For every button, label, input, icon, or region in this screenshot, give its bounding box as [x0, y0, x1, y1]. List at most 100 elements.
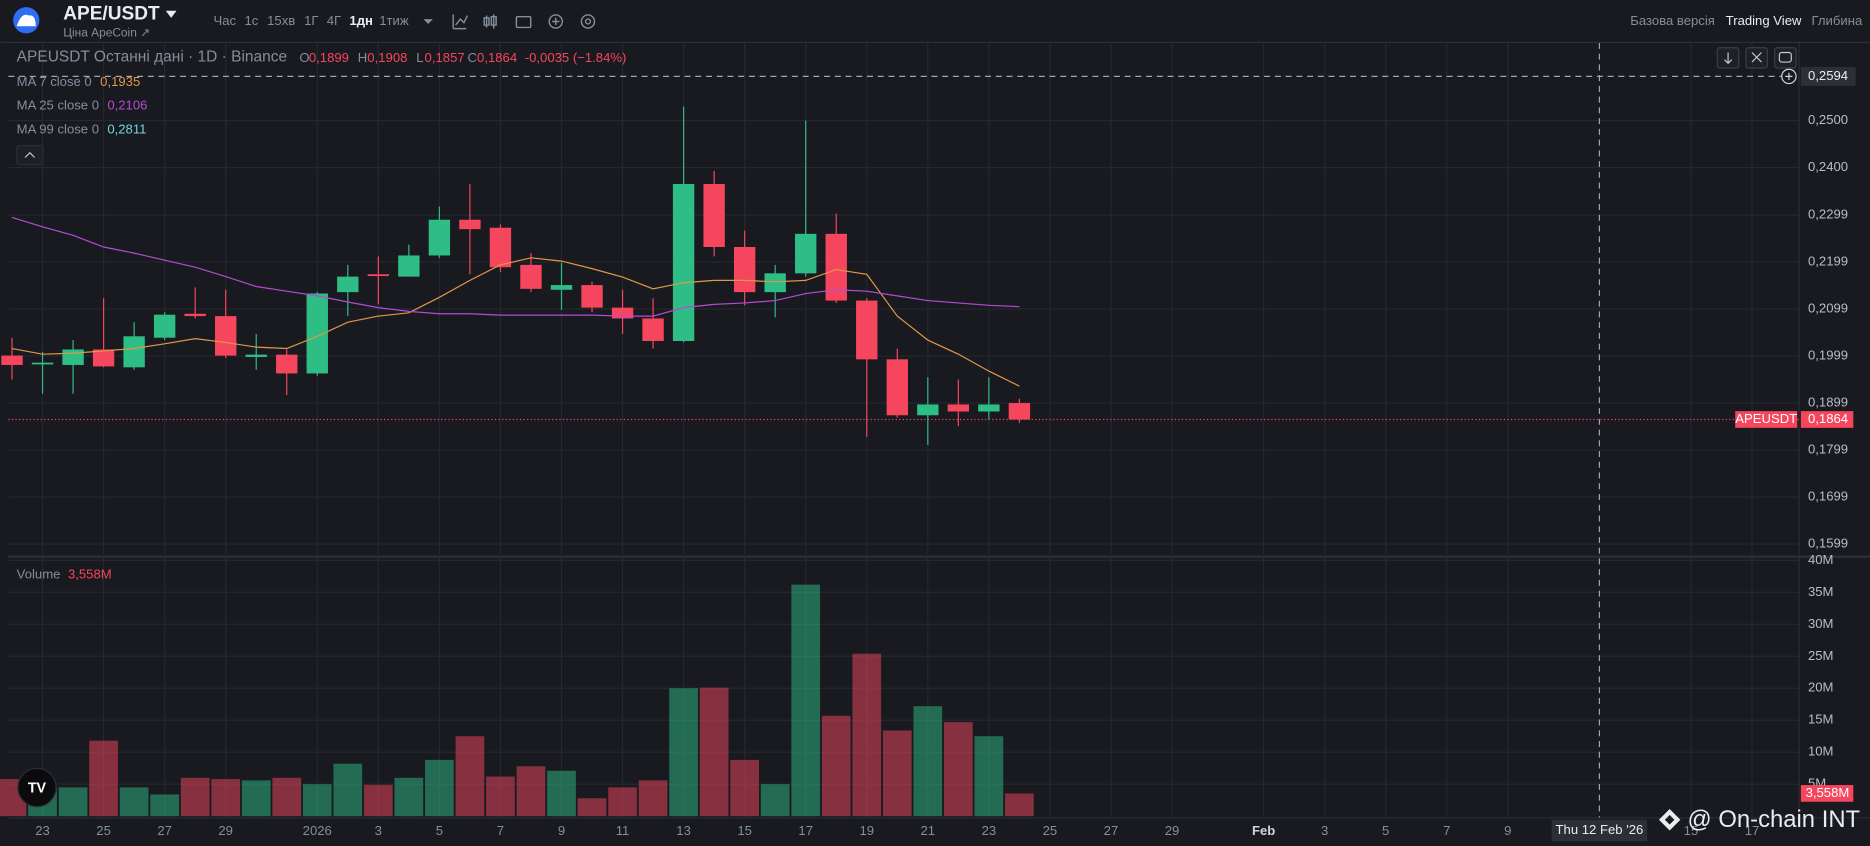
- volume-bar: [547, 770, 576, 817]
- settings-icon[interactable]: [580, 14, 596, 29]
- volume-bar: [1005, 793, 1034, 817]
- x-tick-label: 11: [616, 823, 630, 838]
- candle-body: [917, 404, 939, 416]
- interval-dropdown[interactable]: [423, 19, 433, 24]
- y-tick-label: 0,1599: [1808, 536, 1848, 551]
- volume-bar: [333, 763, 363, 817]
- collapse-button[interactable]: [16, 144, 44, 166]
- candle-body: [1, 355, 23, 365]
- volume-bar: [730, 759, 760, 817]
- x-tick-label: 29: [1165, 823, 1180, 838]
- legend-value: 0,2811: [107, 122, 146, 137]
- crosshair-y-label: 0,2594: [1808, 68, 1848, 83]
- x-tick-label: 3: [375, 823, 382, 838]
- y-tick-label: 15M: [1808, 712, 1834, 727]
- x-tick-label: 17: [798, 823, 813, 838]
- view-button[interactable]: Базова версія: [1630, 13, 1715, 28]
- candle-body: [245, 354, 267, 357]
- candle-body: [337, 276, 359, 293]
- x-tick-label: 25: [96, 823, 111, 838]
- volume-last: 3,558M: [68, 567, 112, 582]
- crosshair-add-icon: [1785, 72, 1793, 80]
- volume-bar: [150, 794, 179, 817]
- interval-button[interactable]: 1с: [244, 13, 258, 28]
- interval-button[interactable]: 1тиж: [379, 13, 409, 28]
- left-gutter: [0, 42, 9, 818]
- x-tick-label: 7: [497, 823, 504, 838]
- top-bar: [0, 0, 1870, 42]
- candle-body: [947, 404, 970, 412]
- reset-button[interactable]: [1773, 47, 1797, 69]
- collapse-icon: [24, 151, 36, 158]
- open-key: O: [299, 50, 309, 65]
- x-tick-label: 7: [1443, 823, 1450, 838]
- candle-body: [520, 264, 542, 289]
- candle-body: [184, 313, 206, 317]
- candle-body: [795, 233, 817, 274]
- candle-body: [367, 274, 390, 277]
- volume-bar: [943, 722, 973, 817]
- volume-bar: [241, 780, 271, 817]
- candle-body: [489, 227, 512, 268]
- candle-body: [215, 316, 237, 356]
- tradingview-logo[interactable]: [17, 767, 57, 808]
- interval-button[interactable]: 4Г: [327, 13, 341, 28]
- low-value: 0,1857: [425, 50, 465, 65]
- candle-type-icon[interactable]: [483, 14, 497, 29]
- x-tick-label: Feb: [1252, 823, 1275, 838]
- interval-button[interactable]: Час: [213, 13, 236, 28]
- y-tick-label: 30M: [1808, 616, 1834, 631]
- volume-bar: [425, 759, 454, 817]
- candle-body: [1008, 403, 1031, 420]
- volume-bar: [608, 787, 637, 817]
- add-icon-plus: [552, 17, 560, 26]
- candle-body: [123, 336, 145, 368]
- interval-button[interactable]: 1дн: [349, 13, 373, 28]
- candle-body: [856, 300, 878, 360]
- view-button[interactable]: Глибина: [1812, 13, 1863, 28]
- y-tick-label: 0,2500: [1808, 112, 1848, 127]
- chart-title: APEUSDT Останні дані · 1D · Binance: [17, 48, 287, 65]
- x-tick-label: 23: [35, 823, 50, 838]
- volume-bar: [913, 706, 943, 817]
- pair-dropdown[interactable]: [165, 10, 177, 18]
- x-tick-label: 15: [1684, 823, 1699, 838]
- legend-name: MA 7 close 0: [17, 74, 92, 89]
- interval-button[interactable]: 1Г: [304, 13, 318, 28]
- crosshair-x-box: [1551, 819, 1648, 842]
- pair[interactable]: APE/USDT: [63, 3, 160, 24]
- volume-bar: [516, 766, 546, 817]
- x-tick-label: 25: [1043, 823, 1058, 838]
- coin-logo-glyph: [16, 14, 36, 27]
- y-tick-label: 0,2299: [1808, 207, 1848, 222]
- candle-body: [733, 247, 756, 293]
- crosshair-y-box: [1800, 66, 1856, 86]
- volume-bar: [211, 779, 241, 817]
- watermark: @ On-chain INT: [1688, 806, 1861, 833]
- interval-button[interactable]: 15хв: [267, 13, 295, 28]
- x-tick-label: 21: [921, 823, 936, 838]
- interval-bar: Час 1с 15хв 1Г 4Г 1дн 1тиж: [213, 13, 408, 28]
- ohlc-legend: O 0,1899 H 0,1908 L 0,1857 C 0,1864 -0,0…: [299, 50, 626, 65]
- candle-body: [92, 349, 115, 367]
- volume-bar: [669, 688, 698, 817]
- y-tick-label: 25M: [1808, 648, 1834, 663]
- volume-bar: [455, 736, 485, 817]
- grid: 23 25 27 29 2026 3 5 7 9 11 13 15 17 19 21 23 25 27 29 Feb 3…: [8, 42, 1848, 838]
- x-tick-label: 23: [982, 823, 997, 838]
- pair-subtitle[interactable]: Ціна ApeCoin ↗: [63, 26, 150, 40]
- candle-body: [642, 318, 664, 342]
- volume-bar: [638, 780, 668, 817]
- volume-bar: [760, 784, 790, 817]
- indicator-icon[interactable]: [452, 14, 469, 30]
- legend-value: 0,1935: [100, 74, 140, 89]
- volume-bar: [699, 687, 729, 817]
- volume-bar: [363, 784, 393, 817]
- x-tick-label: 19: [859, 823, 874, 838]
- view-button[interactable]: Trading View: [1726, 13, 1802, 28]
- x-tick-label: 15: [737, 823, 752, 838]
- y-tick-label: 0,1799: [1808, 442, 1848, 457]
- add-icon[interactable]: [548, 14, 564, 29]
- screenshot-icon[interactable]: [515, 15, 532, 29]
